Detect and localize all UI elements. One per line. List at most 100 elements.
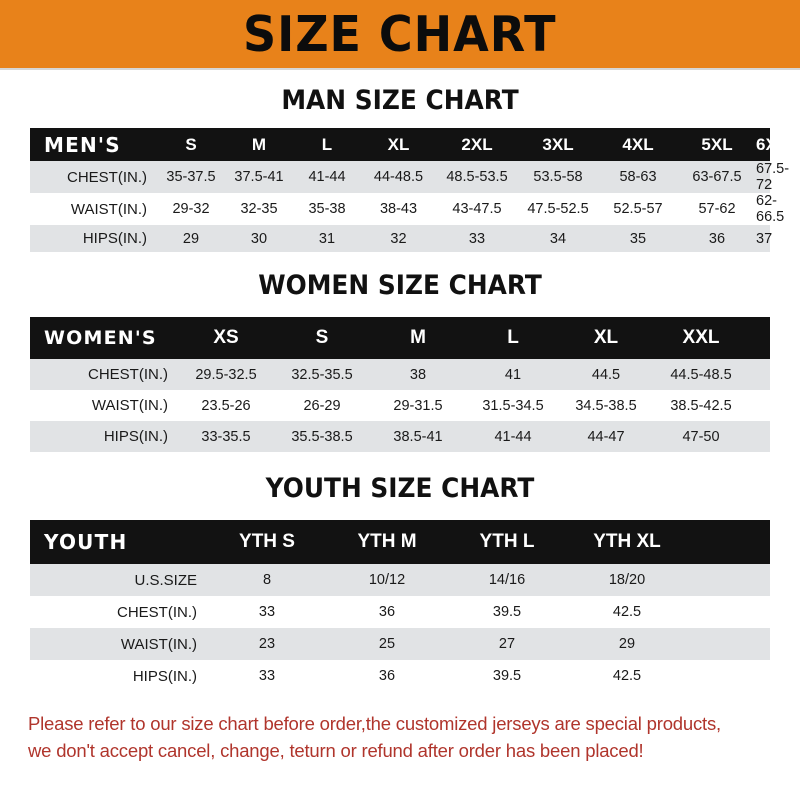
table-cell: 35 — [598, 225, 678, 252]
page-title: SIZE CHART — [243, 5, 557, 63]
table-row: HIPS(IN.) 33 36 39.5 42.5 — [30, 660, 770, 692]
table-cell: 43-47.5 — [436, 193, 518, 225]
men-size-table: MEN'S S M L XL 2XL 3XL 4XL 5XL 6XL CHEST… — [30, 128, 790, 252]
table-cell: 33-35.5 — [178, 421, 274, 452]
table-cell: 47-50 — [652, 421, 750, 452]
table-cell: 41-44 — [466, 421, 560, 452]
table-row: CHEST(IN.) 33 36 39.5 42.5 — [30, 596, 770, 628]
youth-header-label: YOUTH — [44, 530, 128, 554]
table-cell: 44.5-48.5 — [652, 359, 750, 390]
table-cell: 29 — [157, 225, 225, 252]
table-row: WAIST(IN.) 23 25 27 29 — [30, 628, 770, 660]
table-cell: 57-62 — [678, 193, 756, 225]
table-cell: 36 — [678, 225, 756, 252]
section-title-women: WOMEN SIZE CHART — [258, 270, 542, 301]
table-cell: 62-66.5 — [756, 193, 785, 225]
table-cell: 35-37.5 — [157, 161, 225, 193]
table-cell: 33 — [436, 225, 518, 252]
men-col-6xl: 6XL — [756, 134, 788, 154]
table-row: CHEST(IN.) 29.5-32.5 32.5-35.5 38 41 44.… — [30, 359, 770, 390]
table-cell — [687, 628, 770, 660]
table-cell: 37 — [756, 225, 772, 252]
women-row-label-hips: HIPS(IN.) — [30, 421, 178, 452]
table-cell: 26-29 — [274, 390, 370, 421]
men-col-s: S — [185, 134, 197, 154]
table-cell — [750, 359, 770, 390]
table-cell: 18/20 — [567, 564, 687, 596]
table-cell: 42.5 — [567, 596, 687, 628]
table-cell: 23 — [207, 628, 327, 660]
footer-note-line-1: Please refer to our size chart before or… — [28, 713, 721, 734]
youth-row-label-waist: WAIST(IN.) — [30, 628, 207, 660]
table-cell: 39.5 — [447, 596, 567, 628]
women-row-label-waist: WAIST(IN.) — [30, 390, 178, 421]
men-col-xl: XL — [387, 134, 410, 154]
women-row-label-chest: CHEST(IN.) — [30, 359, 178, 390]
table-cell: 29 — [567, 628, 687, 660]
table-cell: 35.5-38.5 — [274, 421, 370, 452]
table-cell: 44.5 — [560, 359, 652, 390]
table-cell: 25 — [327, 628, 447, 660]
section-title-men: MAN SIZE CHART — [281, 85, 519, 116]
table-cell: 34 — [518, 225, 598, 252]
table-cell: 38.5-42.5 — [652, 390, 750, 421]
table-cell: 34.5-38.5 — [560, 390, 652, 421]
page-banner: SIZE CHART — [0, 0, 800, 70]
women-size-table: WOMEN'S XS S M L XL XXL CHEST(IN.) 29.5-… — [30, 317, 770, 452]
table-row: HIPS(IN.) 29 30 31 32 33 34 35 36 37 — [30, 225, 772, 252]
youth-col-empty — [687, 520, 770, 564]
table-row: U.S.SIZE 8 10/12 14/16 18/20 — [30, 564, 770, 596]
men-col-5xl: 5XL — [701, 134, 733, 154]
youth-col-s: YTH S — [239, 531, 295, 552]
table-cell: 67.5-72 — [756, 161, 790, 193]
men-row-label-hips: HIPS(IN.) — [30, 225, 157, 252]
women-header-label: WOMEN'S — [44, 327, 157, 349]
table-cell: 38 — [370, 359, 466, 390]
section-youth: YOUTH SIZE CHART YOUTH YTH S YTH M YTH L… — [0, 474, 800, 692]
women-col-xs: XS — [213, 327, 239, 348]
table-cell: 63-67.5 — [678, 161, 756, 193]
youth-row-label-ussize: U.S.SIZE — [30, 564, 207, 596]
table-row: HIPS(IN.) 33-35.5 35.5-38.5 38.5-41 41-4… — [30, 421, 770, 452]
section-women: WOMEN SIZE CHART WOMEN'S XS S M L XL XXL — [0, 271, 800, 452]
section-title-youth: YOUTH SIZE CHART — [265, 473, 535, 504]
table-row: CHEST(IN.) 35-37.5 37.5-41 41-44 44-48.5… — [30, 161, 790, 193]
table-cell: 58-63 — [598, 161, 678, 193]
youth-header-row: YOUTH YTH S YTH M YTH L YTH XL — [30, 520, 770, 564]
men-row-label-waist: WAIST(IN.) — [30, 193, 157, 225]
youth-row-label-hips: HIPS(IN.) — [30, 660, 207, 692]
table-cell: 8 — [207, 564, 327, 596]
table-cell: 36 — [327, 660, 447, 692]
table-cell — [687, 564, 770, 596]
table-cell: 44-48.5 — [361, 161, 436, 193]
table-cell: 14/16 — [447, 564, 567, 596]
men-col-4xl: 4XL — [622, 134, 654, 154]
table-cell: 48.5-53.5 — [436, 161, 518, 193]
women-col-xxl: XXL — [682, 327, 720, 348]
table-cell: 32 — [361, 225, 436, 252]
men-row-label-chest: CHEST(IN.) — [30, 161, 157, 193]
table-cell: 33 — [207, 596, 327, 628]
table-cell: 41-44 — [293, 161, 361, 193]
table-cell: 39.5 — [447, 660, 567, 692]
table-cell: 29-32 — [157, 193, 225, 225]
table-cell — [687, 660, 770, 692]
table-cell: 41 — [466, 359, 560, 390]
table-cell: 47.5-52.5 — [518, 193, 598, 225]
table-row: WAIST(IN.) 29-32 32-35 35-38 38-43 43-47… — [30, 193, 785, 225]
table-cell: 53.5-58 — [518, 161, 598, 193]
footer-note-line-2: we don't accept cancel, change, teturn o… — [28, 740, 644, 761]
table-cell: 42.5 — [567, 660, 687, 692]
youth-row-label-chest: CHEST(IN.) — [30, 596, 207, 628]
table-cell: 32.5-35.5 — [274, 359, 370, 390]
table-cell — [687, 596, 770, 628]
footer-note: Please refer to our size chart before or… — [0, 710, 800, 764]
table-cell: 23.5-26 — [178, 390, 274, 421]
table-cell: 35-38 — [293, 193, 361, 225]
table-cell: 33 — [207, 660, 327, 692]
table-cell: 27 — [447, 628, 567, 660]
youth-col-xl: YTH XL — [593, 531, 661, 552]
table-cell: 30 — [225, 225, 293, 252]
table-cell: 32-35 — [225, 193, 293, 225]
